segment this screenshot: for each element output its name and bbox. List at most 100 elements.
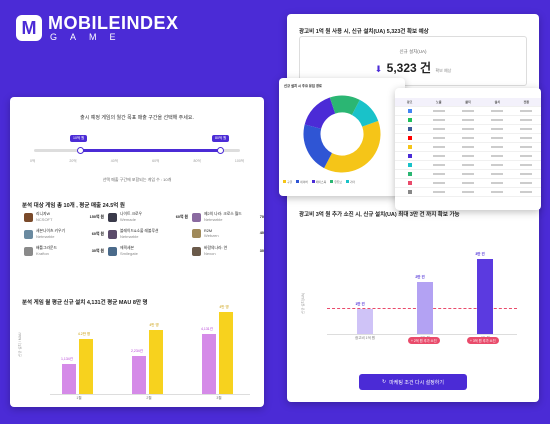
table-cell xyxy=(483,118,512,122)
game-item[interactable]: 에픽세븐 Smilegate xyxy=(108,246,188,256)
game-icon xyxy=(108,229,117,239)
slider-range xyxy=(80,149,220,152)
channel-table-card: 광고 노출 클릭 설치 전환 xyxy=(395,88,541,210)
game-icon xyxy=(24,229,33,239)
game-item[interactable]: 세븐나이츠 키우기 Netmarble 60억 원 xyxy=(24,229,104,239)
table-cell-placeholder xyxy=(432,137,445,139)
table-cell-placeholder xyxy=(462,128,474,130)
donut-legend-item: 페이스북 xyxy=(311,180,327,184)
game-item[interactable]: 리니지W NCSOFT 150억 원 xyxy=(24,212,104,222)
table-row xyxy=(395,170,541,179)
table-cell-placeholder xyxy=(520,182,533,184)
table-cell xyxy=(512,172,541,176)
table-cell-placeholder xyxy=(432,191,445,193)
table-cell-placeholder xyxy=(462,110,474,112)
table-header-cell: 전환 xyxy=(523,100,530,104)
channel-icon xyxy=(407,117,412,122)
table-row xyxy=(395,125,541,134)
table-cell xyxy=(483,109,512,113)
table-cell xyxy=(395,153,424,159)
table-cell-placeholder xyxy=(462,137,474,139)
table-cell-placeholder xyxy=(491,182,504,184)
table-cell-placeholder xyxy=(491,173,504,175)
game-revenue: 70억 원 xyxy=(259,214,264,219)
table-cell xyxy=(395,126,424,132)
game-revenue: 30억 원 xyxy=(91,248,104,253)
install-bar xyxy=(62,364,76,394)
slider-tick: 100억 xyxy=(234,159,244,163)
table-cell xyxy=(453,118,482,122)
table-cell xyxy=(453,172,482,176)
table-cell xyxy=(395,135,424,141)
game-name: 나이트 크로우 xyxy=(120,212,143,216)
install-bar xyxy=(202,334,216,394)
table-cell xyxy=(512,136,541,140)
game-icon xyxy=(108,212,117,222)
table-cell xyxy=(453,190,482,194)
game-item[interactable]: 나이트 크로우 Wemade 60억 원 xyxy=(108,212,188,222)
table-cell-placeholder xyxy=(432,128,445,130)
game-name: 바람의나라: 연 xyxy=(204,246,228,250)
install-chart-xlabel: 3월 xyxy=(216,396,222,400)
table-cell-placeholder xyxy=(520,173,533,175)
table-cell xyxy=(395,171,424,177)
table-header: 광고 노출 클릭 설치 전환 xyxy=(395,98,541,107)
table-cell xyxy=(395,180,424,186)
donut-slice xyxy=(303,95,381,173)
legend-swatch xyxy=(296,180,300,183)
table-cell xyxy=(395,189,424,195)
game-item[interactable]: 배틀그라운드 Krafton 30억 원 xyxy=(24,246,104,256)
game-publisher: Smilegate xyxy=(120,251,138,256)
donut-legend: 구글 네이버 페이스북 유튜브 기타 xyxy=(283,180,355,184)
table-cell-placeholder xyxy=(462,164,474,166)
table-cell-placeholder xyxy=(491,146,504,148)
reset-marketing-button[interactable]: ↻ 마케팅 조건 다시 설정하기 xyxy=(359,374,467,390)
donut-legend-item: 유튜브 xyxy=(330,180,342,184)
channel-donut-chart xyxy=(303,95,381,173)
mau-bar xyxy=(219,312,233,394)
install-bar-label: 2,234건 xyxy=(131,349,143,353)
table-cell-placeholder xyxy=(491,164,504,166)
table-cell xyxy=(512,109,541,113)
slider-low-handle[interactable] xyxy=(77,147,84,154)
slider-caption: 선택 매출 구간에 포함되는 게임 수 : 10개 xyxy=(102,177,172,182)
legend-label: 유튜브 xyxy=(334,180,342,184)
channel-icon xyxy=(407,180,412,185)
table-cell xyxy=(512,190,541,194)
game-revenue: 150억 원 xyxy=(89,214,104,219)
legend-swatch xyxy=(345,180,349,183)
extra-spend-pill-2: + 3억 원 추가 소진 xyxy=(467,337,499,344)
table-cell xyxy=(483,190,512,194)
game-publisher: Netmarble xyxy=(204,217,223,222)
ua-bar-label: 2만 건 xyxy=(415,275,425,279)
logo-title: MOBILEINDEX xyxy=(48,13,179,33)
table-cell-placeholder xyxy=(491,155,504,157)
table-cell-placeholder xyxy=(491,137,504,139)
table-row xyxy=(395,179,541,188)
table-cell xyxy=(395,144,424,150)
legend-label: 페이스북 xyxy=(315,180,327,184)
ua-chart-ylabel: 신규 설치(UA) xyxy=(301,292,305,314)
slider-high-handle[interactable] xyxy=(217,147,224,154)
game-revenue: 60억 원 xyxy=(91,231,104,236)
game-item[interactable]: 블레이드&소울 레볼루션 Netmarble xyxy=(108,229,188,239)
slider-low-label: 10억 원 xyxy=(70,135,88,142)
slider-tick: 80억 xyxy=(193,159,201,163)
table-cell xyxy=(424,190,453,194)
game-icon xyxy=(192,246,201,256)
channel-icon xyxy=(407,189,412,194)
logo-subtitle: GAME xyxy=(50,32,129,42)
table-cell xyxy=(512,181,541,185)
legend-label: 기타 xyxy=(349,180,356,184)
table-header-cell: 광고 xyxy=(406,100,413,104)
table-cell xyxy=(512,118,541,122)
table-row xyxy=(395,134,541,143)
revenue-analysis-card: 출시 예정 게임의 월간 목표 매출 구간을 선택해 주세요. 10억 원 80… xyxy=(10,97,264,407)
table-cell xyxy=(453,163,482,167)
legend-label: 네이버 xyxy=(300,180,308,184)
table-cell-placeholder xyxy=(520,110,533,112)
table-cell-placeholder xyxy=(432,164,445,166)
